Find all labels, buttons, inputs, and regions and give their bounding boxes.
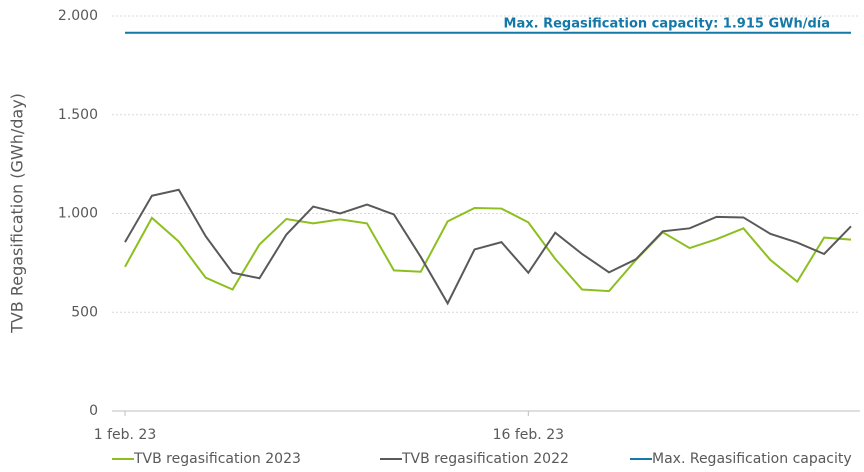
x-tick-label: 1 feb. 23 xyxy=(94,427,157,443)
annotation: Max. Regasification capacity: 1.915 GWh/… xyxy=(504,17,830,32)
y-tick-label: 2.000 xyxy=(58,8,98,24)
series-line xyxy=(124,188,852,306)
legend-label: TVB regasification 2023 xyxy=(133,451,301,467)
y-tick-label: 1.000 xyxy=(58,206,98,222)
y-tick-label: 500 xyxy=(71,304,98,320)
legend-label: Max. Regasification capacity xyxy=(652,451,852,467)
y-tick-label: 0 xyxy=(89,403,98,419)
series-line xyxy=(124,206,852,293)
x-tick-label: 16 feb. 23 xyxy=(493,427,564,443)
y-axis-label: TVB Regasification (GWh/day) xyxy=(8,93,27,334)
y-tick-label: 1.500 xyxy=(58,107,98,123)
legend-label: TVB regasification 2022 xyxy=(401,451,569,467)
